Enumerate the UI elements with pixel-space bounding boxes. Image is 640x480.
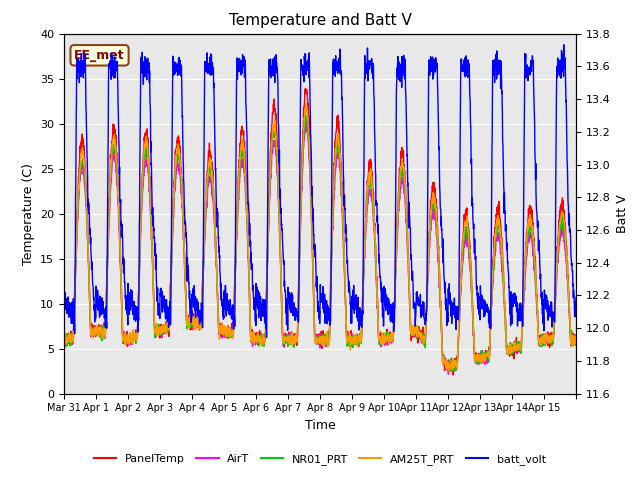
Y-axis label: Batt V: Batt V bbox=[616, 194, 629, 233]
Legend: PanelTemp, AirT, NR01_PRT, AM25T_PRT, batt_volt: PanelTemp, AirT, NR01_PRT, AM25T_PRT, ba… bbox=[90, 450, 550, 469]
Y-axis label: Temperature (C): Temperature (C) bbox=[22, 163, 35, 264]
X-axis label: Time: Time bbox=[305, 419, 335, 432]
Text: EE_met: EE_met bbox=[74, 49, 125, 62]
Title: Temperature and Batt V: Temperature and Batt V bbox=[228, 13, 412, 28]
